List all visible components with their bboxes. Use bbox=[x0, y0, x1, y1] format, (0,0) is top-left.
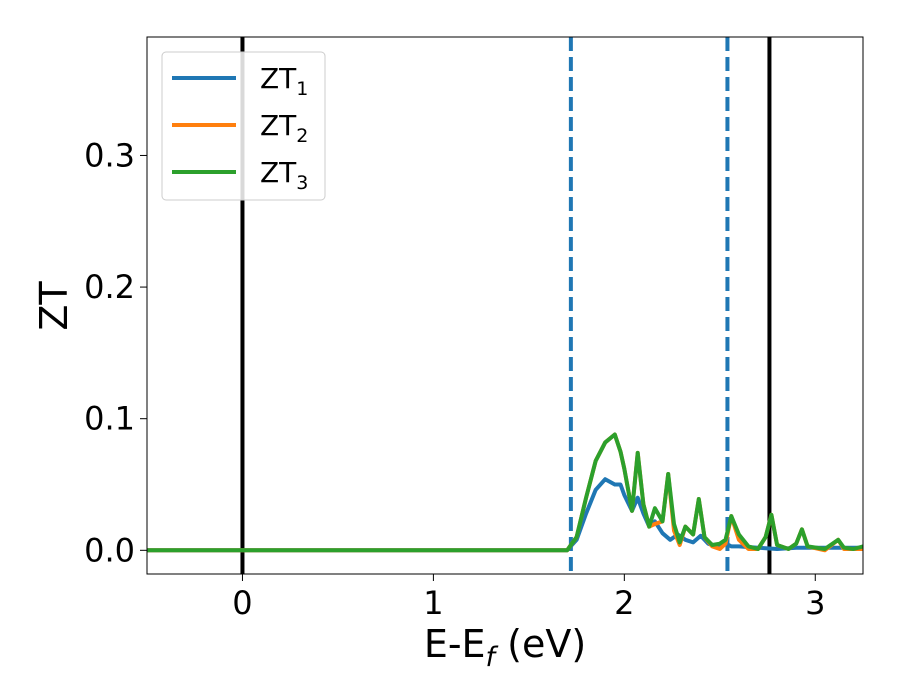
plot-frame bbox=[146, 36, 864, 575]
legend-label-zt1: ZT1 bbox=[260, 62, 308, 100]
y-axis: 0.0 0.1 0.2 0.3 bbox=[84, 136, 147, 569]
x-tick-label: 0 bbox=[232, 584, 252, 622]
y-tick-label: 0.1 bbox=[84, 400, 135, 438]
x-tick-label: 3 bbox=[805, 584, 825, 622]
legend-label-zt3: ZT3 bbox=[260, 156, 308, 194]
y-tick-label: 0.0 bbox=[84, 531, 135, 569]
series-line-zt1 bbox=[147, 477, 863, 553]
x-tick-label: 2 bbox=[614, 584, 634, 622]
x-axis: 0 1 2 3 bbox=[232, 574, 825, 622]
legend: ZT1 ZT2 ZT3 bbox=[161, 51, 326, 201]
legend-label-zt2: ZT2 bbox=[260, 109, 308, 147]
series-line-zt3 bbox=[147, 432, 863, 553]
y-tick-label: 0.2 bbox=[84, 268, 135, 306]
y-axis-label: ZT bbox=[32, 281, 76, 331]
x-axis-label-main: E-E bbox=[424, 622, 486, 666]
reference-lines bbox=[240, 37, 772, 574]
x-axis-label: E-Ef (eV) bbox=[424, 622, 586, 673]
series-lines bbox=[147, 432, 863, 553]
x-axis-label-tail: (eV) bbox=[495, 622, 586, 666]
x-tick-label: 1 bbox=[423, 584, 443, 622]
legend-frame bbox=[161, 51, 326, 201]
legend-entries: ZT1 ZT2 ZT3 bbox=[172, 62, 308, 194]
y-tick-label: 0.3 bbox=[84, 136, 135, 174]
